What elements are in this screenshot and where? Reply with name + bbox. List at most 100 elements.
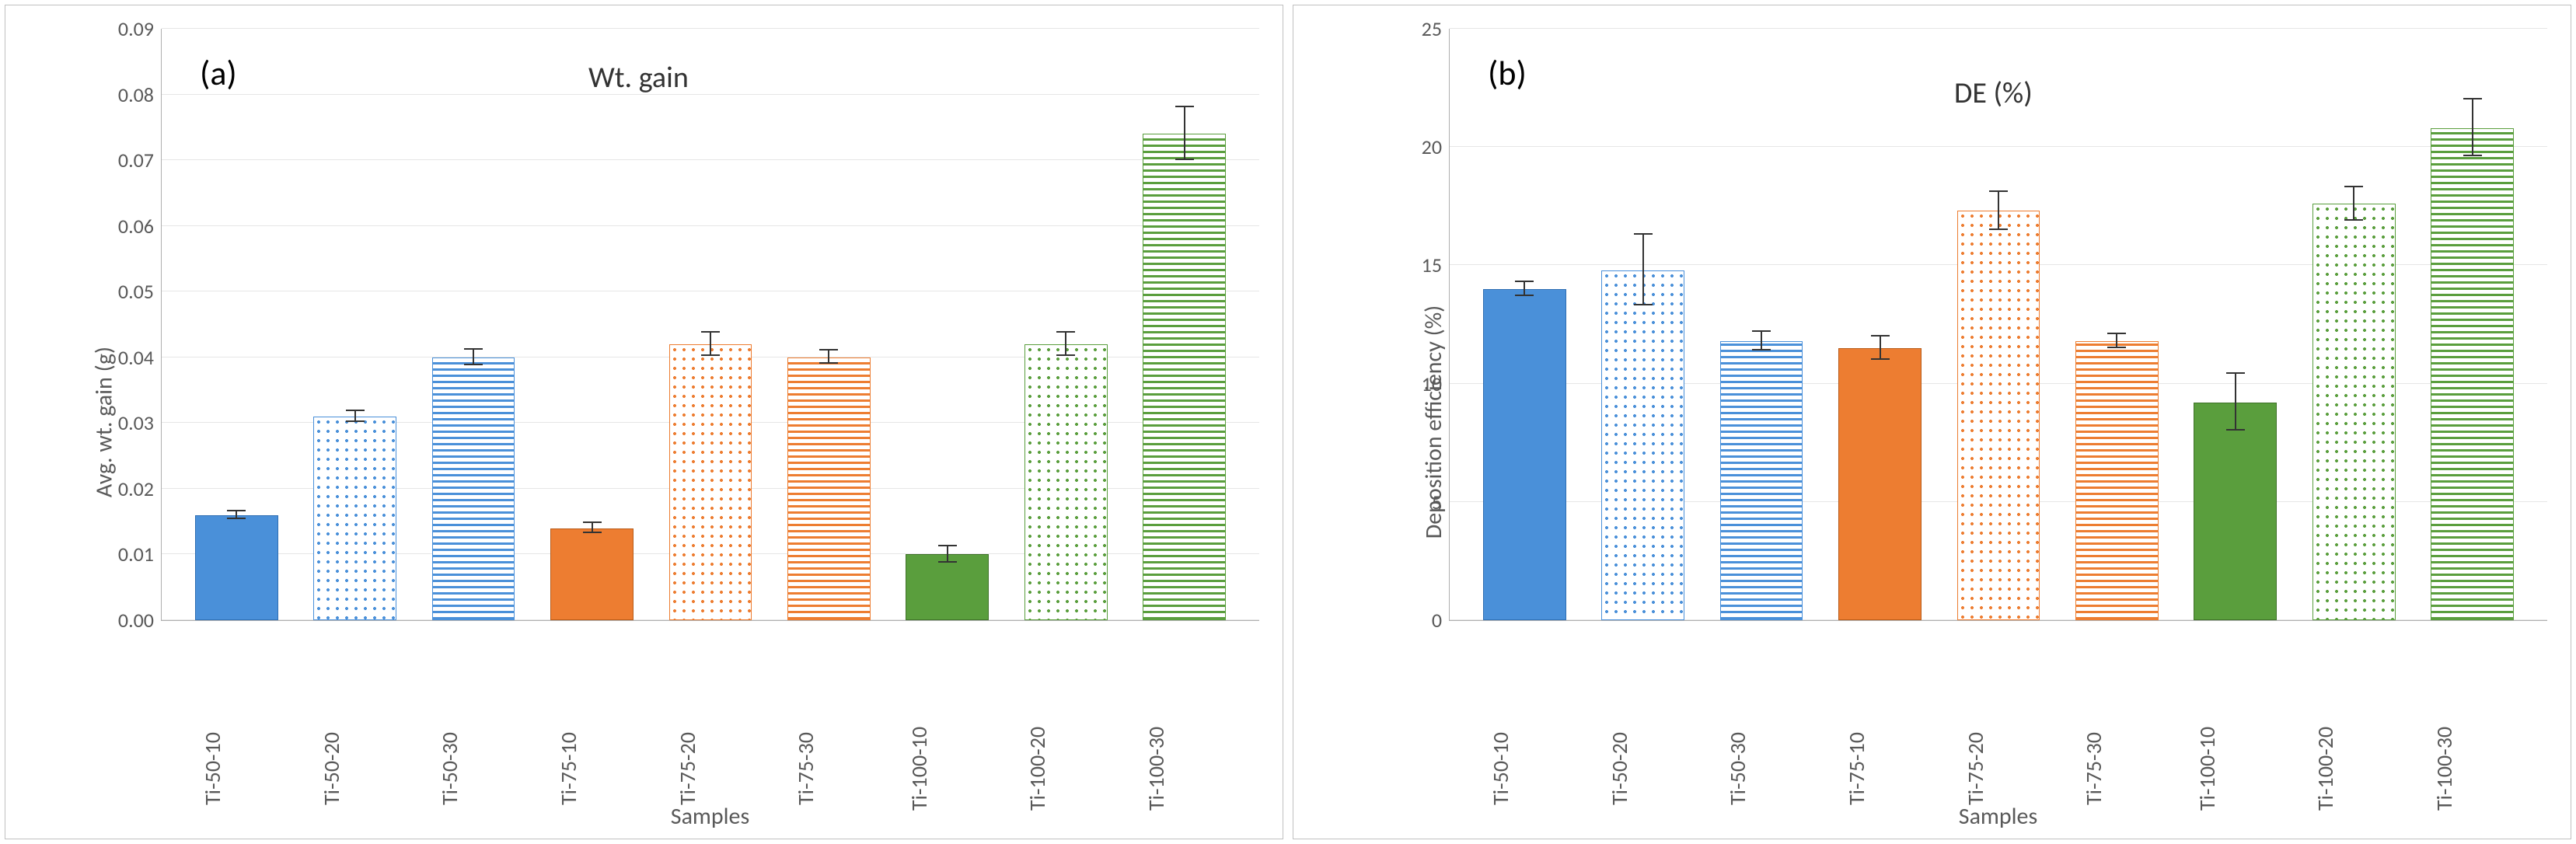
error-cap [227, 510, 246, 511]
error-bar [1880, 337, 1881, 360]
ytick-label: 0 [1432, 608, 1450, 633]
bar-slot [2414, 29, 2532, 620]
error-cap [1752, 349, 1771, 351]
ytick-label: 0.00 [118, 608, 162, 633]
bar [906, 554, 989, 620]
error-cap [2463, 98, 2482, 99]
error-cap [583, 532, 602, 533]
error-cap [1752, 330, 1771, 332]
bar [787, 357, 871, 620]
error-cap [1175, 106, 1194, 107]
bar-slot [2058, 29, 2176, 620]
error-cap [583, 521, 602, 523]
y-axis-label: Avg. wt. gain (g) [90, 347, 119, 497]
ytick-label: 0.01 [118, 542, 162, 567]
bar-slot [295, 29, 414, 620]
xtick: Ti-100-20 [1007, 629, 1126, 792]
xtick-label: Ti-100-30 [2431, 727, 2576, 811]
error-cap [1634, 233, 1653, 235]
error-bar [1761, 332, 1762, 351]
chart-panel: Avg. wt. gain (g)(a)Wt. gain0.000.010.02… [5, 5, 1283, 839]
error-cap [2344, 186, 2363, 187]
error-bar [1184, 107, 1185, 160]
error-cap [938, 561, 957, 563]
bar-slot [651, 29, 770, 620]
bars-container [162, 29, 1259, 620]
error-cap [464, 348, 483, 350]
chart-panel: Deposition efficiency (%)(b)DE (%)051015… [1293, 5, 2571, 839]
bar-slot [1465, 29, 1583, 620]
bar [2194, 403, 2277, 620]
figure-row: Avg. wt. gain (g)(a)Wt. gain0.000.010.02… [0, 0, 2576, 844]
bar [2312, 204, 2396, 620]
xtick: Ti-100-20 [2295, 629, 2414, 792]
ytick-label: 0.09 [118, 16, 162, 41]
error-cap [1175, 159, 1194, 160]
bars-container [1450, 29, 2547, 620]
error-cap [2463, 155, 2482, 156]
error-cap [938, 545, 957, 546]
ytick-label: 20 [1422, 134, 1450, 159]
error-bar [1065, 333, 1066, 356]
error-cap [1989, 190, 2008, 192]
error-cap [1056, 354, 1075, 356]
error-cap [1989, 228, 2008, 230]
xtick-label: Ti-100-30 [1143, 727, 1306, 811]
bar [550, 528, 634, 620]
bar-slot [1939, 29, 2058, 620]
bar-slot [1126, 29, 1244, 620]
bar [1024, 344, 1108, 620]
bar [313, 417, 396, 620]
bar-slot [1007, 29, 1125, 620]
bar-slot [1702, 29, 1820, 620]
bar-slot [1583, 29, 1702, 620]
ytick-label: 25 [1422, 16, 1450, 41]
error-cap [1871, 335, 1890, 337]
ytick-label: 5 [1432, 490, 1450, 514]
bar-slot [177, 29, 295, 620]
bar-slot [414, 29, 532, 620]
error-bar [1642, 235, 1644, 305]
xtick: Ti-50-10 [176, 629, 295, 792]
error-cap [2226, 429, 2245, 431]
bar [432, 357, 515, 620]
error-cap [701, 354, 720, 356]
xtick: Ti-100-10 [2176, 629, 2295, 792]
xtick: Ti-100-10 [888, 629, 1007, 792]
plot-area: 0510152025 [1449, 29, 2547, 621]
ytick-label: 15 [1422, 253, 1450, 277]
bar-slot [770, 29, 888, 620]
error-bar [947, 546, 948, 562]
error-bar [710, 333, 711, 356]
error-cap [346, 420, 365, 422]
ytick-label: 0.08 [118, 82, 162, 107]
xtick-labels: Ti-50-10Ti-50-20Ti-50-30Ti-75-10Ti-75-20… [1449, 629, 2547, 792]
bar [1143, 134, 1226, 620]
bar [669, 344, 752, 620]
bar-slot [2176, 29, 2295, 620]
ytick-label: 0.07 [118, 148, 162, 173]
error-cap [819, 362, 838, 364]
bar-slot [532, 29, 651, 620]
bar [1957, 211, 2040, 620]
error-bar [2235, 374, 2236, 431]
bar [1483, 289, 1566, 620]
ytick-label: 0.05 [118, 279, 162, 304]
error-cap [2344, 219, 2363, 221]
error-cap [701, 331, 720, 333]
x-axis-label: Samples [161, 802, 1259, 831]
xtick: Ti-100-30 [1126, 629, 1244, 792]
error-cap [1634, 304, 1653, 305]
error-cap [1515, 281, 1534, 282]
error-bar [2472, 99, 2473, 156]
ytick-label: 0.06 [118, 214, 162, 239]
bar-slot [1820, 29, 1939, 620]
ytick-label: 0.02 [118, 476, 162, 501]
error-cap [2107, 347, 2126, 348]
bar [2431, 128, 2514, 620]
error-cap [464, 364, 483, 365]
bar-slot [2295, 29, 2413, 620]
error-cap [2107, 333, 2126, 334]
ytick-label: 0.04 [118, 345, 162, 370]
error-bar [1998, 192, 1999, 230]
